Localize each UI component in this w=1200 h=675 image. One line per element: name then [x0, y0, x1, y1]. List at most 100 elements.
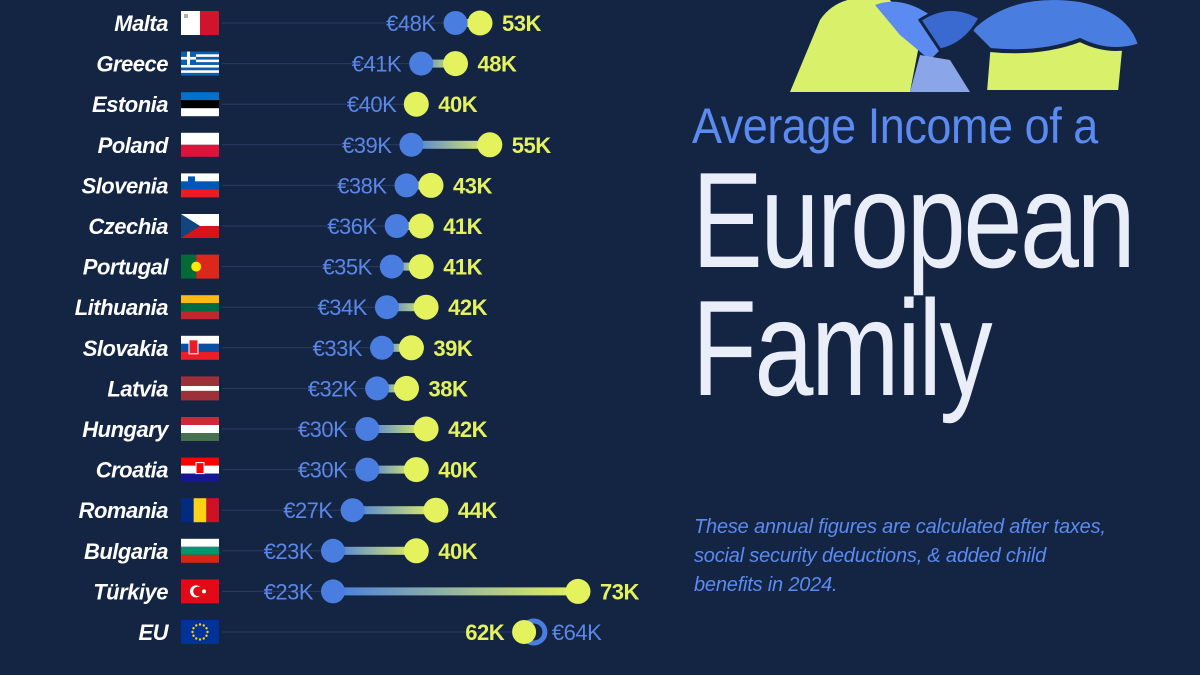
turkiye-flag [181, 579, 219, 604]
connector-13 [333, 546, 417, 555]
blue-dot-3 [399, 132, 424, 157]
blue-value-label-2: €40K [347, 92, 397, 117]
estonia-flag [181, 92, 219, 117]
country-label-5: Czechia [88, 214, 168, 239]
yellow-dot-12 [423, 497, 449, 523]
title-line-1: Average Income of a [692, 98, 1098, 154]
latvia-flag [181, 376, 219, 401]
blue-dot-10 [355, 417, 380, 441]
country-label-2: Estonia [92, 92, 168, 117]
connector-14 [333, 587, 578, 596]
bulgaria-flag [181, 538, 219, 563]
blue-value-label-5: €36K [327, 214, 377, 239]
yellow-dot-1 [443, 51, 468, 77]
yellow-value-label-14: 73K [600, 579, 639, 604]
yellow-value-label-12: 44K [458, 498, 497, 523]
eu-flag [181, 620, 219, 644]
connector-9 [377, 384, 407, 393]
slovenia-flag [181, 173, 219, 198]
blue-value-label-11: €30K [298, 458, 348, 483]
country-label-0: Malta [114, 11, 168, 36]
country-label-1: Greece [96, 52, 168, 77]
blue-value-label-9: €32K [308, 376, 358, 401]
yellow-dot-9 [394, 375, 419, 401]
country-label-6: Portugal [83, 255, 170, 280]
country-label-14: Türkiye [93, 579, 168, 604]
subtitle: These annual figures are calculated afte… [694, 516, 1106, 596]
blue-value-label-8: €33K [313, 336, 363, 361]
yellow-value-label-10: 42K [448, 417, 487, 442]
country-label-9: Latvia [107, 376, 168, 401]
slovakia-flag [181, 335, 219, 360]
lithuania-flag [181, 295, 219, 320]
country-label-15: EU [138, 620, 169, 645]
yellow-value-label-3: 55K [512, 133, 551, 158]
blue-value-label-3: €39K [342, 133, 392, 158]
connector-1 [421, 59, 456, 68]
yellow-dot-5 [408, 213, 434, 239]
yellow-dot-4 [418, 172, 444, 198]
blue-dot-1 [409, 51, 434, 76]
czechia-flag [181, 214, 219, 238]
blue-dot-8 [370, 335, 394, 360]
yellow-dot-14 [565, 578, 591, 604]
blue-dot-7 [374, 295, 399, 320]
family-hug-illustration [790, 0, 1143, 92]
blue-value-label-0: €48K [386, 11, 436, 36]
country-label-4: Slovenia [82, 173, 169, 198]
yellow-dot-13 [403, 538, 429, 564]
blue-dot-6 [379, 254, 404, 279]
poland-flag [181, 132, 219, 157]
yellow-dot-15 [512, 620, 537, 644]
title-line-3: Family [692, 272, 993, 424]
country-label-12: Romania [79, 498, 169, 523]
blue-dot-11 [355, 457, 380, 482]
yellow-value-label-2: 40K [438, 92, 477, 117]
connector-11 [367, 465, 417, 474]
connector-10 [367, 425, 427, 433]
portugal-flag [181, 254, 219, 279]
croatia-flag [181, 457, 219, 482]
yellow-value-label-11: 40K [438, 458, 477, 483]
blue-value-label-4: €38K [337, 173, 387, 198]
yellow-dot-7 [413, 294, 439, 320]
yellow-value-label-9: 38K [429, 376, 468, 401]
title-line-2: European [692, 144, 1136, 296]
blue-value-label-12: €27K [283, 498, 333, 523]
romania-flag [181, 498, 219, 523]
blue-value-label-7: €34K [318, 295, 368, 320]
greece-flag [181, 51, 219, 76]
yellow-dot-0 [467, 10, 493, 36]
connector-3 [411, 140, 490, 149]
connector-8 [382, 343, 412, 352]
country-label-7: Lithuania [75, 295, 169, 320]
country-label-3: Poland [98, 133, 169, 158]
yellow-value-label-0: 53K [502, 11, 541, 36]
blue-dot-4 [394, 173, 419, 198]
blue-value-label-13: €23K [264, 539, 314, 564]
blue-value-label-1: €41K [352, 52, 402, 77]
blue-value-label-10: €30K [298, 417, 348, 442]
country-label-11: Croatia [96, 458, 169, 483]
yellow-dot-11 [403, 457, 429, 483]
blue-dot-12 [340, 498, 365, 523]
blue-value-label-6: €35K [322, 255, 372, 280]
yellow-value-label-7: 42K [448, 295, 487, 320]
yellow-value-label-15: 62K [465, 620, 504, 645]
yellow-dot-10 [413, 416, 439, 442]
blue-value-label-14: €23K [264, 579, 314, 604]
country-label-8: Slovakia [83, 336, 169, 361]
connector-12 [352, 506, 436, 515]
blue-dot-0 [443, 11, 468, 35]
dumbbell-chart: Malta €48K 53K Greece €41K 48K Estonia €40K 40K P… [75, 10, 640, 646]
yellow-value-label-4: 43K [453, 173, 492, 198]
title-block: Average Income of a European Family [692, 96, 1192, 424]
malta-flag [181, 11, 219, 35]
yellow-dot-6 [408, 254, 434, 280]
blue-dot-5 [384, 214, 409, 238]
yellow-value-label-13: 40K [438, 539, 477, 564]
yellow-value-label-8: 39K [433, 336, 472, 361]
country-label-13: Bulgaria [84, 539, 168, 564]
connector-7 [386, 303, 427, 312]
yellow-dot-3 [477, 132, 503, 158]
